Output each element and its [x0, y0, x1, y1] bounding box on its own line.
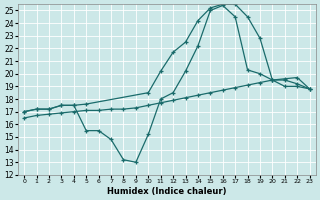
X-axis label: Humidex (Indice chaleur): Humidex (Indice chaleur): [107, 187, 227, 196]
